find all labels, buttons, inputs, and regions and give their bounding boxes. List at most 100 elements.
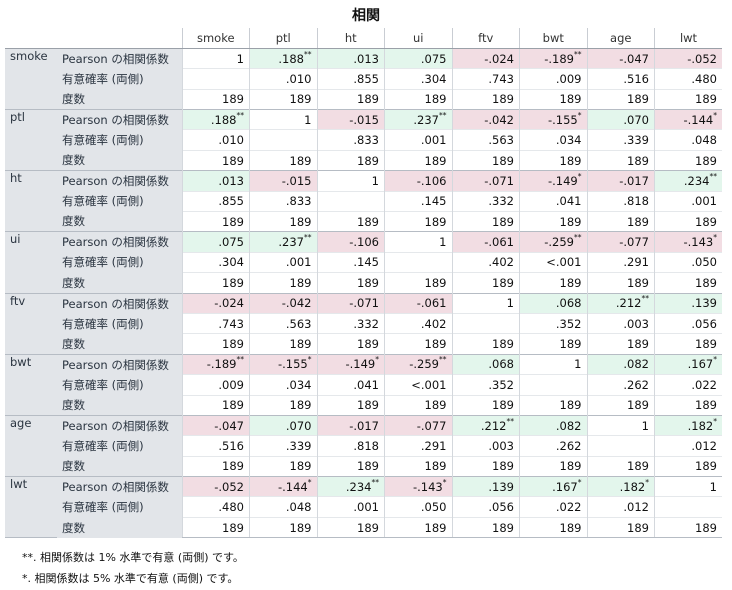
row-variable-label: lwt [5, 476, 57, 539]
p-value-cell: .743 [451, 68, 520, 90]
count-cell: 189 [586, 272, 655, 294]
cell-value: .237 [413, 112, 439, 127]
p-value-cell: .048 [249, 496, 317, 518]
p-value-cell: .001 [384, 129, 452, 151]
correlation-cell: -.106 [316, 231, 385, 253]
count-cell: 189 [654, 455, 722, 477]
row-variable-label: age [5, 415, 57, 478]
correlation-cell: .182* [654, 414, 722, 436]
correlation-cell: -.143* [384, 476, 452, 497]
cell-value: .068 [555, 296, 582, 311]
count-cell: 189 [316, 455, 385, 477]
cell-value: 1 [574, 357, 582, 372]
p-value-cell: .034 [519, 129, 587, 151]
correlation-cell: 1 [586, 414, 655, 436]
significance-marker: ** [439, 110, 447, 120]
cell-value: -.015 [349, 112, 379, 127]
significance-marker: ** [439, 355, 447, 365]
correlation-cell: .068 [451, 353, 520, 375]
table-row: 有意確率 (両側) .743.563.332.402 .352.003.056 [5, 312, 722, 334]
correlation-cell: -.015 [316, 109, 385, 130]
correlation-cell: -.042 [249, 292, 317, 314]
statistic-label: 度数 [57, 333, 182, 355]
cell-value: .139 [691, 296, 717, 311]
count-cell: 189 [519, 455, 587, 477]
cell-value: 1 [439, 235, 447, 250]
cell-value: -.071 [349, 296, 379, 311]
table-title: 相関 [352, 8, 380, 24]
correlation-cell: -.042 [451, 109, 520, 130]
cell-value: -.143 [683, 235, 714, 250]
p-value-cell: .563 [249, 312, 317, 334]
cell-value: -.077 [619, 235, 649, 250]
p-value-cell: .262 [586, 374, 655, 396]
p-value-cell: .009 [181, 374, 250, 396]
p-value-cell [586, 435, 655, 457]
column-header: smoke [181, 28, 250, 49]
statistic-label: 度数 [57, 89, 182, 110]
cell-value: .182 [687, 418, 714, 433]
significance-marker: * [577, 477, 582, 487]
table-row: 有意確率 (両側) .516.339.818.291.003.262 .012 [5, 435, 722, 457]
cell-value: .013 [353, 51, 379, 66]
statistic-label: 度数 [57, 150, 182, 171]
correlation-cell: .070 [249, 414, 317, 436]
significance-marker: ** [304, 233, 312, 243]
statistic-label: Pearson の相関係数 [57, 170, 182, 192]
p-value-cell: .262 [519, 435, 587, 457]
correlation-cell: .139 [451, 476, 520, 497]
table-row: 度数 189 189 189 189 189 189 189 189 [5, 211, 722, 232]
count-cell: 189 [181, 211, 250, 232]
correlation-cell: -.015 [249, 170, 317, 192]
correlation-cell: .234** [654, 170, 722, 192]
column-header: ht [316, 28, 385, 49]
statistic-label: 有意確率 (両側) [57, 191, 182, 212]
significance-marker: ** [236, 355, 245, 365]
cell-value: .188 [210, 112, 237, 127]
statistic-label: 有意確率 (両側) [57, 496, 182, 518]
p-value-cell [181, 68, 250, 90]
cell-value: -.143 [412, 479, 443, 494]
count-cell: 189 [384, 455, 452, 477]
table-row: age Pearson の相関係数 -.047.070 -.017 -.077.212*… [5, 414, 722, 478]
correlation-cell: .188** [181, 109, 250, 130]
table-row: 度数 189 189 189 189 189 189 189 189 [5, 394, 722, 416]
p-value-cell: .010 [249, 68, 317, 90]
statistic-label: Pearson の相関係数 [57, 47, 182, 69]
correlation-cell: -.189** [519, 47, 587, 69]
correlation-cell: -.189** [181, 353, 250, 375]
p-value-cell: .145 [316, 251, 385, 273]
p-value-cell: .145 [384, 190, 452, 212]
correlation-cell: -.259** [384, 353, 452, 375]
cell-value: .070 [285, 418, 312, 433]
statistic-label: 有意確率 (両側) [57, 435, 182, 457]
cell-value: .075 [218, 235, 244, 250]
count-cell: 189 [249, 333, 317, 355]
count-cell: 189 [249, 88, 317, 110]
correlation-cell: .139 [654, 292, 722, 314]
correlation-cell: .013 [181, 170, 250, 192]
header-blank [5, 28, 57, 49]
cell-value: .234 [683, 173, 710, 188]
cell-value: 1 [709, 479, 717, 494]
correlation-cell: .237** [384, 109, 452, 130]
p-value-cell: .003 [451, 435, 520, 457]
count-cell: 189 [451, 516, 520, 539]
p-value-cell: .050 [384, 496, 452, 518]
p-value-cell [316, 190, 385, 212]
p-value-cell: .818 [316, 435, 385, 457]
significance-marker: * [375, 355, 379, 365]
correlation-cell: 1 [654, 476, 722, 497]
p-value-cell: .012 [654, 435, 722, 457]
cell-value: -.155 [277, 357, 308, 372]
p-value-cell: .291 [384, 435, 452, 457]
count-cell: 189 [451, 394, 520, 416]
count-cell: 189 [316, 149, 385, 171]
p-value-cell: .056 [451, 496, 520, 518]
count-cell: 189 [384, 88, 452, 110]
count-cell: 189 [654, 211, 722, 232]
cell-value: -.042 [484, 112, 514, 127]
correlation-cell: .182* [586, 476, 655, 497]
p-value-cell: .339 [249, 435, 317, 457]
cell-value: -.042 [281, 296, 312, 311]
